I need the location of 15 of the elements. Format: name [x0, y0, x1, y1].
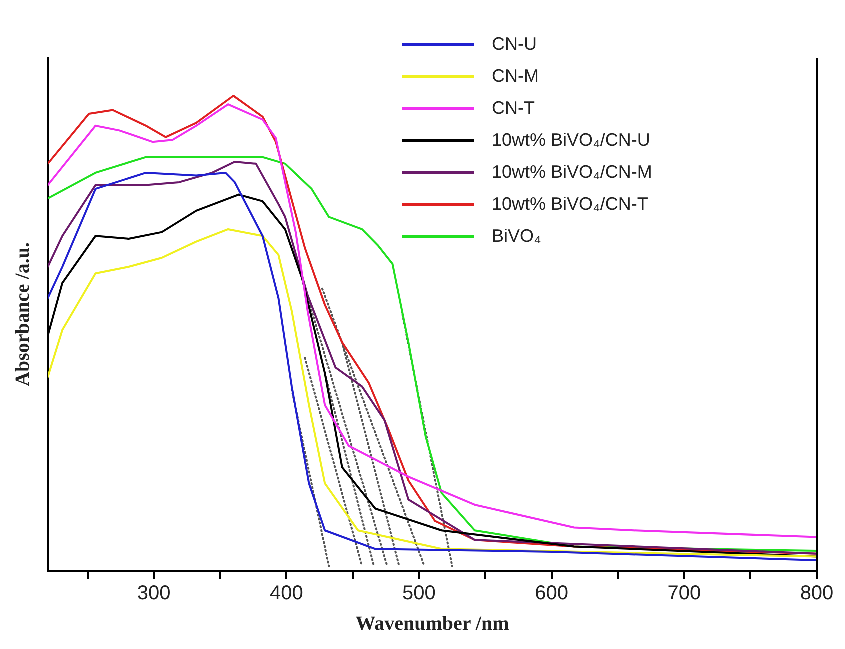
legend-label: 10wt% BiVO₄/CN-U	[492, 130, 650, 150]
legend-label: CN-U	[492, 34, 537, 54]
x-tick-label: 600	[535, 582, 569, 605]
legend-label: CN-T	[492, 98, 535, 118]
x-tick-label: 300	[137, 582, 171, 605]
y-axis-title: Absorbance /a.u.	[12, 242, 34, 386]
x-axis-title: Wavenumber /nm	[356, 613, 510, 636]
x-tick-label: 700	[668, 582, 702, 605]
legend-label: CN-M	[492, 66, 539, 86]
x-tick-label: 400	[270, 582, 304, 605]
legend-label: 10wt% BiVO₄/CN-M	[492, 162, 652, 182]
legend-label: 10wt% BiVO₄/CN-T	[492, 194, 648, 214]
legend-label: BiVO₄	[492, 226, 542, 246]
x-tick-label: 500	[402, 582, 436, 605]
x-tick-label: 800	[800, 582, 834, 605]
